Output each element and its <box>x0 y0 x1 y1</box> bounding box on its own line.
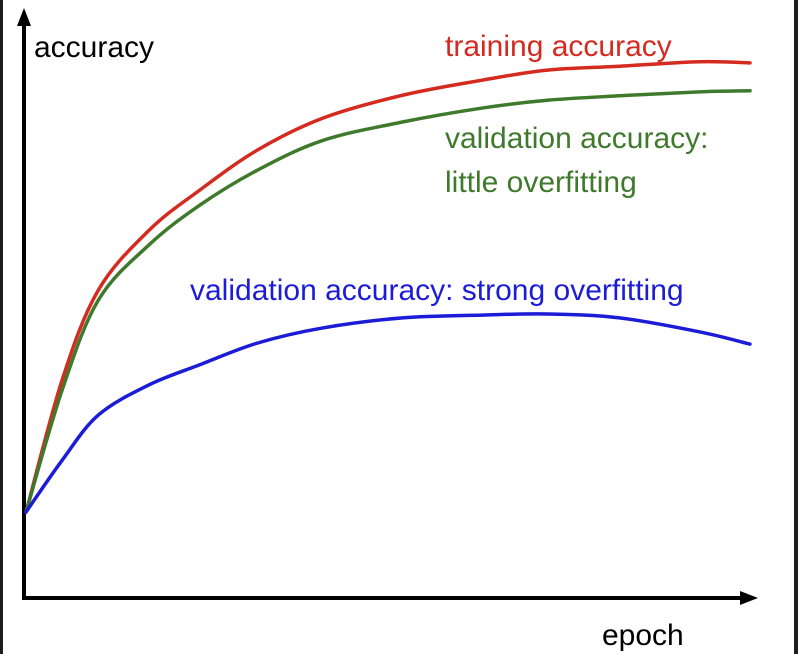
label-validation-little-line1: validation accuracy: <box>445 122 708 155</box>
label-validation-strong: validation accuracy: strong overfitting <box>190 274 684 307</box>
x-axis-label: epoch <box>602 619 684 652</box>
line-validation-little-overfitting <box>24 89 752 514</box>
label-validation-little-line2: little overfitting <box>445 166 637 199</box>
y-axis-label: accuracy <box>34 31 154 64</box>
frame-border-right <box>794 0 798 654</box>
line-training-accuracy <box>24 59 752 514</box>
x-axis-arrow <box>740 591 758 605</box>
frame-border-left <box>0 0 3 654</box>
label-training-accuracy: training accuracy <box>445 30 672 63</box>
y-axis-arrow <box>17 8 31 26</box>
line-validation-strong-overfitting <box>24 312 752 514</box>
